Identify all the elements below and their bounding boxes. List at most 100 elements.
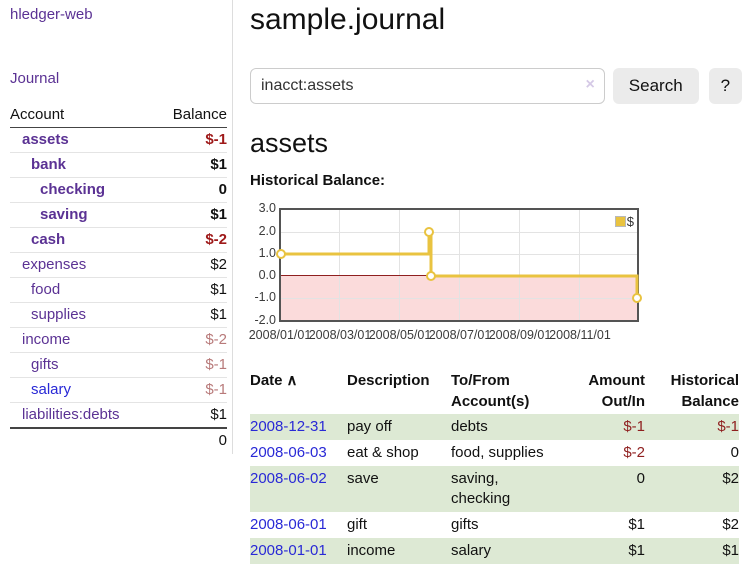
- x-tick-label: 2008/11/01: [549, 328, 611, 342]
- accounts-total-row: 0: [10, 427, 227, 453]
- register-row: 2008-06-02 save saving, checking 0 $2: [250, 466, 739, 512]
- transaction-description: pay off: [347, 418, 392, 435]
- register-header-balance: Historical Balance: [670, 372, 739, 410]
- help-button[interactable]: ?: [708, 68, 742, 104]
- x-tick-label: 2008/09/01: [488, 328, 552, 342]
- sidebar-item-journal[interactable]: Journal: [10, 70, 60, 87]
- x-tick-label: 2008/01/01: [248, 328, 312, 342]
- transaction-date-link[interactable]: 2008-06-02: [250, 470, 327, 487]
- register-header-row: Date ∧ Description To/From Account(s) Amo…: [250, 368, 739, 414]
- accounts-header-balance: Balance: [155, 103, 227, 128]
- transaction-accounts: debts: [451, 418, 488, 435]
- account-link-supplies[interactable]: supplies: [31, 306, 87, 323]
- register-header-amount: Amount Out/In: [588, 372, 645, 410]
- chart-title: Historical Balance:: [250, 172, 386, 189]
- account-balance: $1: [155, 302, 227, 328]
- register-row: 2008-12-31 pay off debts $-1 $-1: [250, 414, 739, 440]
- register-header-date[interactable]: Date ∧: [250, 372, 298, 389]
- x-tick-label: 2008/07/01: [428, 328, 492, 342]
- account-link-expenses[interactable]: expenses: [22, 256, 87, 273]
- transaction-accounts: saving, checking: [451, 470, 511, 507]
- transaction-accounts: gifts: [451, 516, 479, 533]
- transaction-balance: $-1: [717, 418, 739, 435]
- account-link-bank[interactable]: bank: [31, 156, 67, 173]
- account-row: liabilities:debts $1: [10, 402, 227, 429]
- account-link-income[interactable]: income: [22, 331, 71, 348]
- account-row: cash $-2: [10, 227, 227, 253]
- accounts-table: Account Balance assets $-1 bank $1 check…: [10, 103, 227, 453]
- x-tick-label: 2008/05/01: [368, 328, 432, 342]
- transaction-accounts: salary: [451, 542, 492, 559]
- account-link-salary[interactable]: salary: [31, 381, 72, 398]
- account-row: bank $1: [10, 152, 227, 178]
- account-row: income $-2: [10, 327, 227, 353]
- account-balance: $1: [155, 277, 227, 303]
- search-button[interactable]: Search: [612, 68, 699, 104]
- account-balance: 0: [155, 177, 227, 203]
- transaction-date-link[interactable]: 2008-06-03: [250, 444, 327, 461]
- clear-search-icon[interactable]: ×: [585, 76, 595, 93]
- page-title: sample.journal: [250, 3, 446, 36]
- y-tick-label: 2.0: [258, 224, 276, 238]
- account-link-checking[interactable]: checking: [40, 181, 106, 198]
- account-link-cash[interactable]: cash: [31, 231, 66, 248]
- transaction-amount: $-1: [623, 418, 645, 435]
- account-row: gifts $-1: [10, 352, 227, 378]
- balance-series-line: [276, 227, 642, 303]
- account-link-gifts[interactable]: gifts: [31, 356, 59, 373]
- transaction-amount: $1: [628, 516, 645, 533]
- sort-asc-icon: ∧: [286, 372, 298, 389]
- accounts-total: 0: [155, 427, 227, 453]
- account-link-liabilities-debts[interactable]: liabilities:debts: [22, 406, 120, 423]
- transaction-amount: $-2: [623, 444, 645, 461]
- account-balance: $-1: [155, 127, 227, 153]
- chart-legend: $: [614, 214, 634, 229]
- app-brand-link[interactable]: hledger-web: [10, 6, 93, 23]
- register-row: 2008-06-03 eat & shop food, supplies $-2…: [250, 440, 739, 466]
- register-table: Date ∧ Description To/From Account(s) Amo…: [250, 368, 739, 564]
- account-balance: $-1: [155, 377, 227, 403]
- y-tick-label: -2.0: [254, 313, 276, 327]
- legend-swatch-icon: [614, 216, 626, 227]
- y-tick-label: -1.0: [254, 290, 276, 304]
- transaction-description: save: [347, 470, 379, 487]
- search-input[interactable]: [250, 68, 605, 104]
- legend-label: $: [626, 214, 634, 229]
- transaction-description: eat & shop: [347, 444, 419, 461]
- register-header-accounts: To/From Account(s): [451, 372, 530, 410]
- account-heading: assets: [250, 128, 329, 158]
- transaction-date-link[interactable]: 2008-06-01: [250, 516, 327, 533]
- transaction-balance: 0: [730, 444, 739, 461]
- account-balance: $-2: [155, 227, 227, 253]
- transaction-accounts: food, supplies: [451, 444, 544, 461]
- account-link-saving[interactable]: saving: [40, 206, 88, 223]
- account-row: supplies $1: [10, 302, 227, 328]
- y-tick-label: 1.0: [258, 246, 276, 260]
- x-tick-label: 2008/03/01: [308, 328, 372, 342]
- account-link-assets[interactable]: assets: [22, 131, 69, 148]
- account-balance: $1: [155, 152, 227, 178]
- transaction-amount: $1: [628, 542, 645, 559]
- accounts-header-account: Account: [10, 103, 156, 128]
- transaction-balance: $1: [722, 542, 739, 559]
- register-row: 2008-01-01 income salary $1 $1: [250, 538, 739, 564]
- chart-plot-area[interactable]: $: [276, 208, 642, 322]
- transaction-balance: $2: [722, 516, 739, 533]
- register-header-description: Description: [347, 372, 430, 389]
- transaction-date-link[interactable]: 2008-01-01: [250, 542, 327, 559]
- account-balance: $-2: [155, 327, 227, 353]
- account-row: food $1: [10, 277, 227, 303]
- transaction-date-link[interactable]: 2008-12-31: [250, 418, 327, 435]
- y-tick-label: 3.0: [258, 201, 276, 215]
- historical-balance-chart: 3.0 2.0 1.0 0.0 -1.0 -2.0: [248, 201, 730, 348]
- account-row: saving $1: [10, 202, 227, 228]
- account-balance: $-1: [155, 352, 227, 378]
- transaction-balance: $2: [722, 470, 739, 487]
- main-content: sample.journal × Search ? assets Histori…: [233, 0, 742, 582]
- y-tick-label: 0.0: [258, 268, 276, 282]
- account-link-food[interactable]: food: [31, 281, 61, 298]
- sidebar: hledger-web Journal Account Balance asse…: [0, 0, 233, 454]
- transaction-description: gift: [347, 516, 368, 533]
- account-row: checking 0: [10, 177, 227, 203]
- account-row: expenses $2: [10, 252, 227, 278]
